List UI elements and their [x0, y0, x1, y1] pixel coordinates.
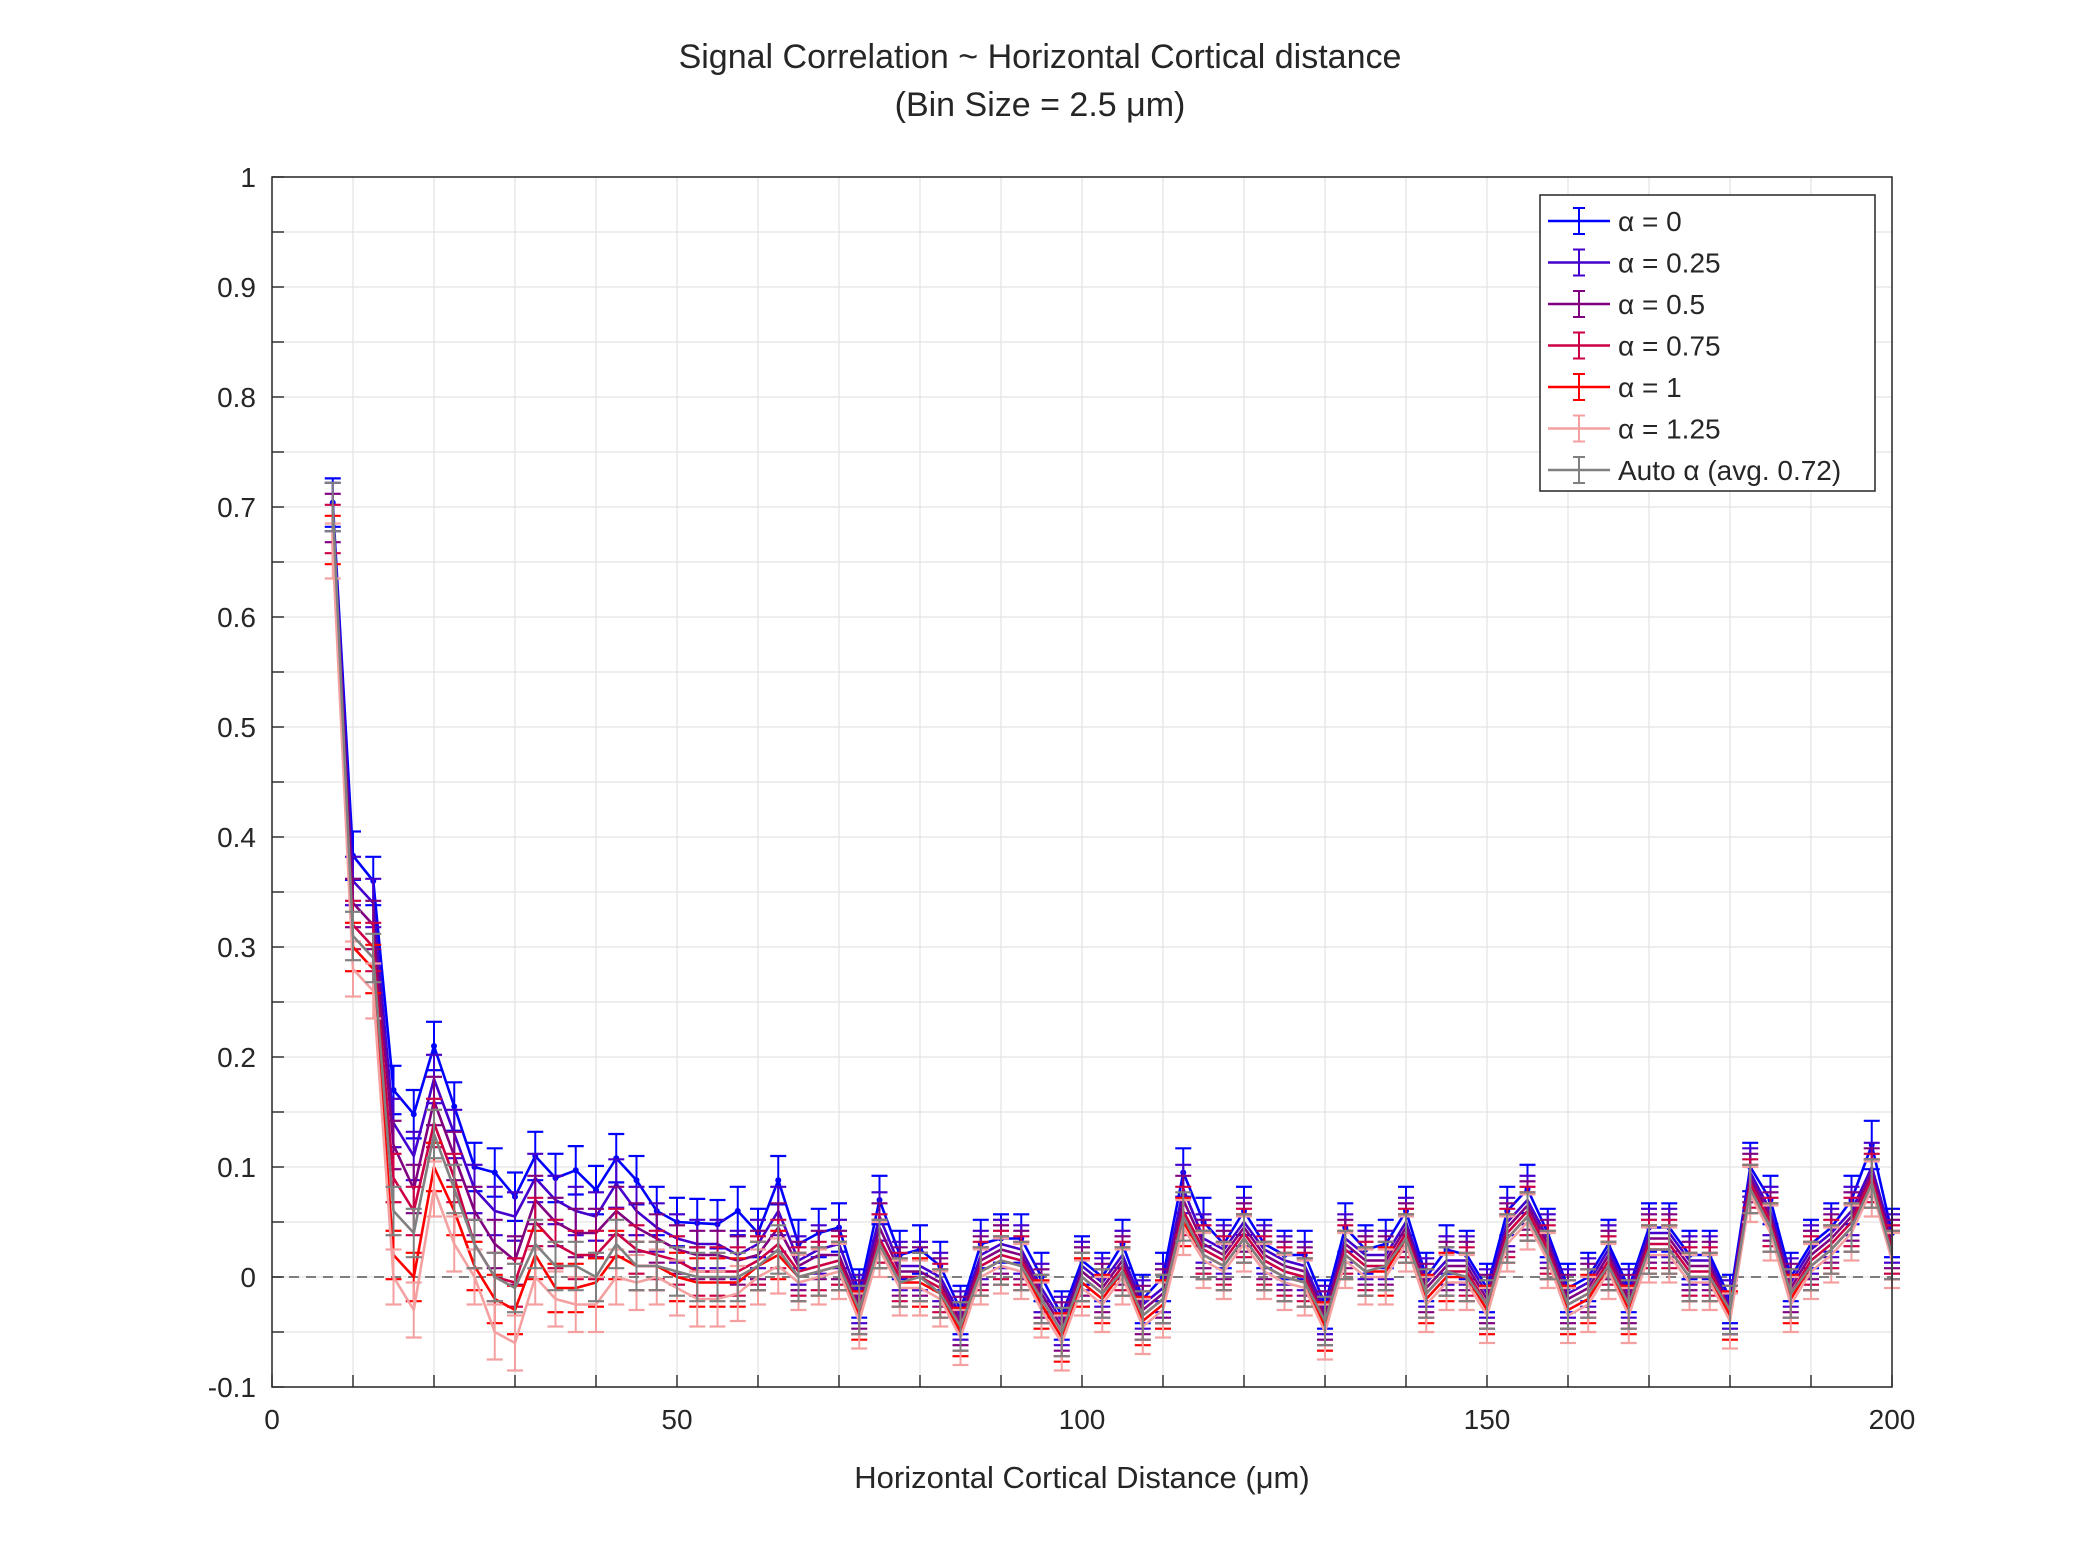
series-line	[331, 506, 1894, 1323]
y-tick-label: 0.1	[217, 1152, 256, 1183]
legend-label: α = 0	[1618, 206, 1682, 237]
chart-subtitle: (Bin Size = 2.5 μm)	[895, 86, 1186, 124]
data-point	[572, 1167, 579, 1174]
series-6	[324, 481, 1900, 1358]
x-tick-label: 100	[1059, 1404, 1106, 1435]
series-line	[331, 506, 1894, 1334]
legend-entry: α = 0	[1548, 206, 1682, 237]
series-line	[331, 550, 1894, 1345]
x-tick-label: 200	[1869, 1404, 1916, 1435]
y-tick-label: 0.3	[217, 932, 256, 963]
y-tick-label: 0.6	[217, 602, 256, 633]
y-tick-label: 0.5	[217, 712, 256, 743]
data-point	[734, 1208, 741, 1214]
data-point	[633, 1177, 640, 1184]
y-tick-label: 0	[240, 1262, 256, 1293]
legend-entry: α = 1	[1548, 372, 1682, 403]
legend-label: Auto α (avg. 0.72)	[1618, 455, 1841, 486]
legend-entry: α = 0.5	[1548, 289, 1705, 320]
data-point	[775, 1177, 782, 1184]
y-tick-label: 0.2	[217, 1042, 256, 1073]
y-tick-label: 1	[240, 162, 256, 193]
legend-label: α = 0.75	[1618, 331, 1721, 362]
legend: α = 0 α = 0.25 α = 0.5 α = 0.75 α = 1 α = 1.2…	[1539, 194, 1876, 492]
x-axis-label: Horizontal Cortical Distance (μm)	[854, 1460, 1309, 1495]
chart-title: Signal Correlation ~ Horizontal Cortical…	[679, 38, 1402, 76]
legend-label: α = 1	[1618, 372, 1682, 403]
series-group	[324, 477, 1900, 1372]
legend-box	[1539, 194, 1876, 492]
data-point	[410, 1111, 417, 1118]
y-tick-label: -0.1	[208, 1372, 256, 1403]
data-point	[390, 1087, 397, 1093]
y-tick-label: 0.9	[217, 272, 256, 303]
legend-entry: α = 0.25	[1548, 248, 1721, 279]
x-tick-label: 150	[1464, 1404, 1511, 1435]
series-line	[331, 539, 1894, 1339]
series-line	[331, 502, 1894, 1317]
legend-label: α = 0.25	[1618, 248, 1721, 279]
legend-label: α = 1.25	[1618, 414, 1721, 445]
data-point	[491, 1169, 498, 1176]
data-point	[431, 1043, 437, 1049]
data-point	[451, 1103, 458, 1110]
y-tick-label: 0.7	[217, 492, 256, 523]
legend-label: α = 0.5	[1618, 289, 1705, 320]
y-tick-label: 0.8	[217, 382, 256, 413]
axis-ticks: 0 50 100 150 200 -0.1 0 0.1 0.2 0.3 0.4 0.5 0.6 0.7 0.…	[208, 162, 1916, 1435]
y-tick-label: 0.4	[217, 822, 256, 853]
x-tick-label: 50	[661, 1404, 692, 1435]
legend-entry: Auto α (avg. 0.72)	[1548, 455, 1841, 486]
x-tick-label: 0	[264, 1404, 280, 1435]
legend-entry: α = 0.75	[1548, 331, 1721, 362]
legend-entry: α = 1.25	[1548, 414, 1721, 445]
